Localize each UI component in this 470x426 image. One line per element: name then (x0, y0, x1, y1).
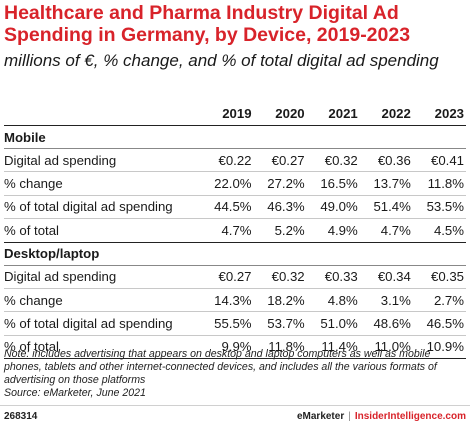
table-cell: 18.2% (253, 288, 307, 313)
table-row: % of total digital ad spending 55.5% 53.7%… (4, 311, 466, 336)
footer-brand: eMarketer | InsiderIntelligence.com (297, 411, 466, 422)
table-cell: 3.1% (359, 288, 413, 313)
header-label-cell (4, 102, 201, 126)
table-cell: 13.7% (359, 171, 413, 196)
row-label: % change (4, 171, 201, 196)
table-cell: 11.8% (412, 171, 466, 196)
table-row: % of total 4.7% 5.2% 4.9% 4.7% 4.5% (4, 218, 466, 243)
table-cell: 4.7% (359, 218, 413, 243)
table-cell: 22.0% (200, 171, 254, 196)
table-cell: €0.22 (200, 148, 254, 173)
table-cell: 55.5% (200, 311, 254, 336)
table-cell: 11.4% (306, 335, 360, 360)
table-row: Digital ad spending €0.27 €0.32 €0.33 €0.34 €… (4, 265, 466, 289)
column-header: 2020 (253, 102, 307, 126)
table-cell: €0.27 (200, 265, 254, 289)
note-text: Note: includes advertising that appears … (4, 348, 437, 386)
column-header: 2019 (200, 102, 254, 126)
table-cell: €0.33 (306, 265, 360, 289)
table-cell: €0.35 (412, 265, 466, 289)
table-cell: 51.0% (306, 311, 360, 336)
table-cell: 4.7% (200, 218, 254, 243)
table-cell: 4.8% (306, 288, 360, 313)
table-cell: 53.7% (253, 311, 307, 336)
table-cell: 46.3% (253, 195, 307, 220)
table-row: % of total 9.9% 11.8% 11.4% 11.0% 10.9% (4, 335, 466, 360)
table-cell: 14.3% (200, 288, 254, 313)
table-cell: 2.7% (412, 288, 466, 313)
column-header: 2021 (306, 102, 360, 126)
section-header-row: Desktop/laptop (4, 242, 466, 266)
brand-insiderintelligence: InsiderIntelligence.com (354, 411, 466, 422)
table-cell: 10.9% (412, 335, 466, 360)
table-cell: €0.41 (412, 148, 466, 173)
chart-note: Note: includes advertising that appears … (4, 348, 466, 400)
data-table: 2019 2020 2021 2022 2023 Mobile Digital ad spe… (4, 102, 466, 360)
row-label: % of total digital ad spending (4, 195, 201, 220)
table-cell: 53.5% (412, 195, 466, 220)
row-label: Digital ad spending (4, 148, 201, 173)
table-row: Digital ad spending €0.22 €0.27 €0.32 €0.36 €… (4, 148, 466, 173)
table-cell: 48.6% (359, 311, 413, 336)
table-cell: 46.5% (412, 311, 466, 336)
table-cell: 27.2% (253, 171, 307, 196)
table-cell: 16.5% (306, 171, 360, 196)
table-cell: 5.2% (253, 218, 307, 243)
row-label: % of total (4, 218, 201, 243)
table-header-row: 2019 2020 2021 2022 2023 (4, 102, 466, 126)
data-table-body: 2019 2020 2021 2022 2023 Mobile Digital ad spe… (4, 102, 466, 360)
chart-subtitle: millions of €, % change, and % of total … (4, 51, 439, 70)
table-cell: €0.32 (253, 265, 307, 289)
section-header-row: Mobile (4, 125, 466, 149)
table-row: % change 14.3% 18.2% 4.8% 3.1% 2.7% (4, 288, 466, 313)
section-title: Desktop/laptop (4, 242, 466, 266)
brand-separator: | (348, 411, 351, 422)
row-label: % change (4, 288, 201, 313)
table-cell: 4.9% (306, 218, 360, 243)
column-header: 2022 (359, 102, 413, 126)
table-cell: €0.27 (253, 148, 307, 173)
table-cell: €0.36 (359, 148, 413, 173)
table-cell: €0.32 (306, 148, 360, 173)
table-row: % of total digital ad spending 44.5% 46.3%… (4, 195, 466, 220)
section-title: Mobile (4, 125, 466, 149)
table-cell: 44.5% (200, 195, 254, 220)
figure-id: 268314 (4, 411, 38, 422)
table-cell: 11.8% (253, 335, 307, 360)
table-cell: 4.5% (412, 218, 466, 243)
brand-emarketer: eMarketer (296, 411, 345, 422)
table-cell: 51.4% (359, 195, 413, 220)
row-label: % of total digital ad spending (4, 311, 201, 336)
table-cell: 49.0% (306, 195, 360, 220)
table-cell: 9.9% (200, 335, 254, 360)
column-header: 2023 (412, 102, 466, 126)
table-cell: €0.34 (359, 265, 413, 289)
row-label: % of total (4, 335, 201, 360)
source-text: Source: eMarketer, June 2021 (4, 387, 146, 399)
table-row: % change 22.0% 27.2% 16.5% 13.7% 11.8% (4, 171, 466, 196)
row-label: Digital ad spending (4, 265, 201, 289)
chart-title: Healthcare and Pharma Industry Digital A… (4, 2, 411, 46)
table-cell: 11.0% (359, 335, 413, 360)
footer: 268314 eMarketer | InsiderIntelligence.com (0, 405, 470, 426)
